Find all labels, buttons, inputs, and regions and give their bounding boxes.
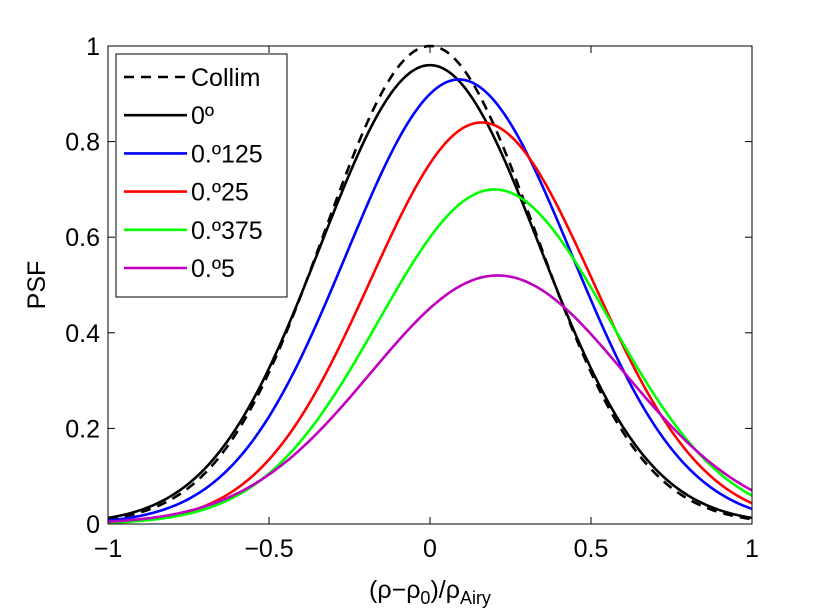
y-tick-label: 1 <box>86 33 100 61</box>
legend-label: 0.º125 <box>191 140 263 168</box>
x-tick-label: 0.5 <box>574 535 609 563</box>
legend-box <box>115 53 288 298</box>
y-tick-label: 0.8 <box>65 129 100 157</box>
legend-label: 0.º25 <box>191 179 249 207</box>
series-line-0-125 <box>107 78 753 522</box>
x-axis-title-base: (ρ−ρ <box>369 576 420 604</box>
legend-label: Collim <box>191 64 260 92</box>
x-axis-title-sub1: 0 <box>420 588 430 608</box>
y-tick-label: 0.2 <box>65 415 100 443</box>
series-line-0-25 <box>107 121 753 524</box>
legend-label: 0º <box>191 102 214 130</box>
legend-label: 0.º375 <box>191 217 263 245</box>
y-tick-label: 0.6 <box>65 224 100 252</box>
tick-labels: −1 −0.5 0 0.5 1 0 0.2 0.4 0.6 0.8 1 <box>65 33 759 563</box>
x-axis-title-sub2: Airy <box>460 588 491 608</box>
series-line-0- <box>107 63 753 520</box>
x-tick-label: 1 <box>745 535 759 563</box>
legend: Collim 0º 0.º125 0.º25 0.º375 0.º5 <box>115 53 288 298</box>
legend-label: 0.º5 <box>191 255 235 283</box>
x-tick-label: 0 <box>423 535 437 563</box>
plot-frame <box>107 45 753 525</box>
x-axis-title-mid: )/ρ <box>430 576 460 604</box>
x-axis-title: (ρ−ρ0)/ρAiry <box>369 576 491 608</box>
x-tick-label: −1 <box>94 535 123 563</box>
series-line-0-5 <box>107 274 753 524</box>
x-tick-label: −0.5 <box>244 535 293 563</box>
y-tick-label: 0 <box>86 511 100 539</box>
series-lines <box>107 44 753 525</box>
y-tick-label: 0.4 <box>65 320 100 348</box>
series-line-0-375 <box>107 188 753 525</box>
y-axis-title: PSF <box>23 261 51 310</box>
